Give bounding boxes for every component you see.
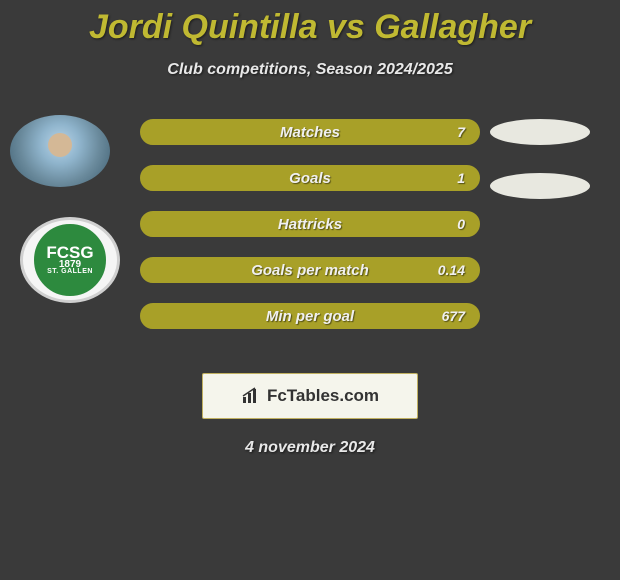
stat-label: Matches	[155, 124, 465, 141]
stat-label: Min per goal	[155, 308, 465, 325]
stat-label: Goals	[155, 170, 465, 187]
right-pills	[490, 119, 590, 227]
stat-value: 0	[457, 216, 465, 232]
stat-row-hattricks: Hattricks 0	[140, 211, 480, 237]
club-badge: FCSG 1879 ST. GALLEN	[20, 217, 120, 303]
club-city: ST. GALLEN	[47, 269, 93, 275]
stat-value: 0.14	[438, 262, 465, 278]
stat-row-mpg: Min per goal 677	[140, 303, 480, 329]
chart-icon	[241, 387, 261, 405]
stat-value: 677	[442, 308, 465, 324]
page-title: Jordi Quintilla vs Gallagher	[0, 0, 620, 47]
pill-matches	[490, 119, 590, 145]
stat-value: 7	[457, 124, 465, 140]
pill-goals	[490, 173, 590, 199]
stat-row-gpm: Goals per match 0.14	[140, 257, 480, 283]
brand-text: FcTables.com	[267, 386, 379, 406]
stat-label: Hattricks	[155, 216, 465, 233]
comparison-area: FCSG 1879 ST. GALLEN Matches 7 Goals 1 H…	[0, 109, 620, 359]
stat-label: Goals per match	[155, 262, 465, 279]
stat-rows: Matches 7 Goals 1 Hattricks 0 Goals per …	[140, 119, 480, 349]
stat-row-goals: Goals 1	[140, 165, 480, 191]
stat-value: 1	[457, 170, 465, 186]
stat-row-matches: Matches 7	[140, 119, 480, 145]
date-line: 4 november 2024	[0, 439, 620, 457]
subtitle: Club competitions, Season 2024/2025	[0, 61, 620, 79]
club-badge-inner: FCSG 1879 ST. GALLEN	[34, 224, 106, 296]
club-initials: FCSG	[46, 245, 93, 260]
brand-card: FcTables.com	[202, 373, 418, 419]
player-avatar	[10, 115, 110, 187]
